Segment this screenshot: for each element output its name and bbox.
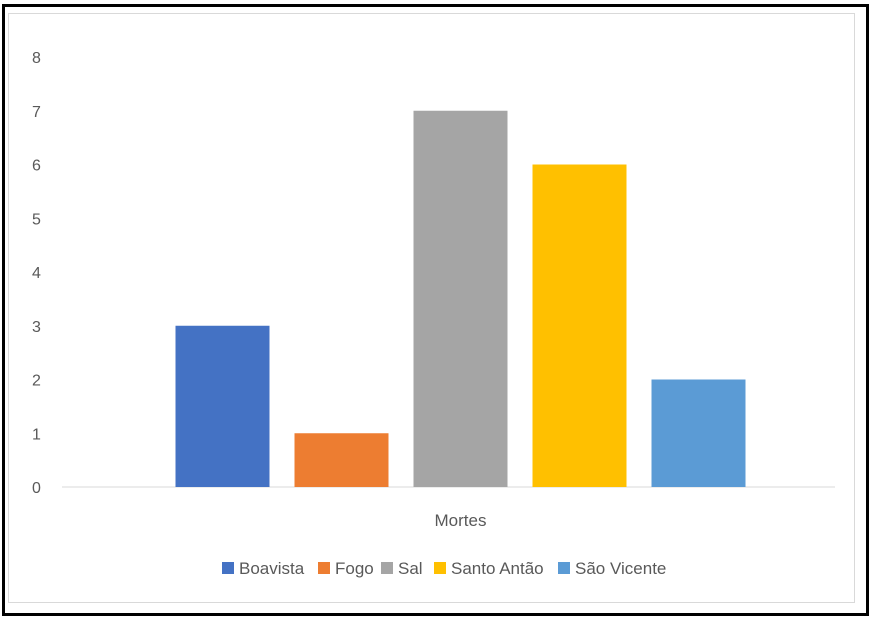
bar-s-o-vicente [651,379,746,487]
legend-label: Sal [398,559,423,578]
legend-label: Santo Antão [451,559,544,578]
y-tick-label: 7 [32,104,41,121]
y-tick-label: 3 [32,319,41,336]
bar-fogo [294,433,389,487]
legend-item: São Vicente [558,559,666,578]
y-tick-label: 0 [32,480,41,497]
bar-santo-ant-o [532,164,627,487]
y-tick-label: 2 [32,373,41,390]
y-tick-label: 8 [32,50,41,67]
y-tick-label: 6 [32,158,41,175]
y-tick-label: 1 [32,426,41,443]
legend-item: Fogo [318,559,374,578]
legend-item: Sal [381,559,423,578]
y-axis-ticks: 0 1 2 3 4 5 6 7 8 [32,50,41,497]
legend-item: Santo Antão [434,559,544,578]
legend-item: Boavista [222,559,305,578]
bars [175,110,746,487]
bar-boavista [175,325,270,487]
legend-swatch [558,562,570,574]
bar-sal [413,110,508,487]
legend-label: Fogo [335,559,374,578]
legend-label: São Vicente [575,559,666,578]
legend: Boavista Fogo Sal Santo Antão São Vicente [222,559,666,578]
legend-swatch [222,562,234,574]
y-tick-label: 4 [32,265,41,282]
legend-swatch [434,562,446,574]
x-category-label: Mortes [435,511,487,530]
y-tick-label: 5 [32,211,41,228]
legend-swatch [381,562,393,574]
legend-label: Boavista [239,559,305,578]
legend-swatch [318,562,330,574]
